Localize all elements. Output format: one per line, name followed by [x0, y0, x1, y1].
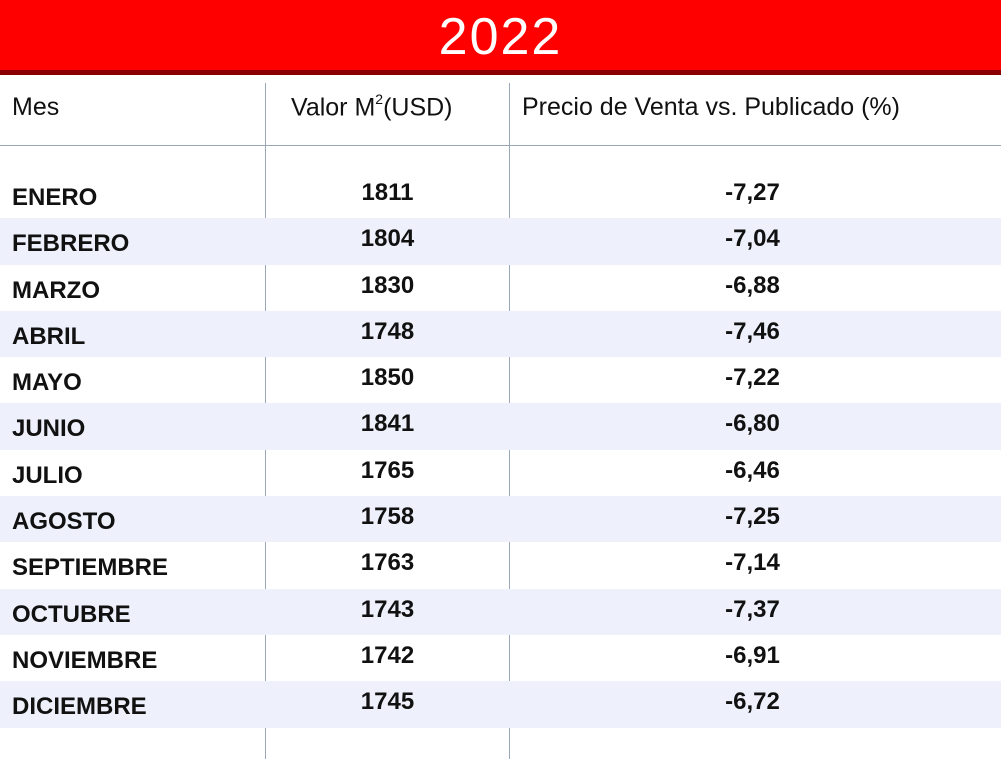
- cell-mes: JULIO: [12, 461, 83, 489]
- table-row: FEBRERO 1804 -7,04: [0, 218, 1001, 265]
- table-row: MAYO 1850 -7,22: [0, 357, 1001, 403]
- cell-valor: 1748: [360, 317, 415, 345]
- cell-precio: -6,72: [725, 688, 780, 716]
- cell-mes: SEPTIEMBRE: [12, 554, 169, 582]
- header-precio: Precio de Venta vs. Publicado (%): [522, 93, 900, 121]
- cell-precio: -6,91: [725, 641, 780, 669]
- cell-mes: NOVIEMBRE: [12, 646, 158, 674]
- cell-precio: -7,25: [725, 503, 780, 531]
- header-valor-suffix: (USD): [383, 93, 453, 122]
- table-row: DICIEMBRE 1745 -6,72: [0, 681, 1001, 728]
- table-row: JUNIO 1841 -6,80: [0, 403, 1001, 450]
- table-body: ENERO 1811 -7,27 FEBRERO 1804 -7,04 MARZ…: [0, 172, 1001, 728]
- cell-valor: 1745: [360, 688, 415, 716]
- table-header: Mes Valor M2(USD) Precio de Venta vs. Pu…: [0, 75, 1001, 146]
- cell-precio: -7,27: [725, 179, 780, 206]
- cell-mes: OCTUBRE: [12, 600, 131, 628]
- cell-mes: AGOSTO: [12, 508, 116, 536]
- cell-valor: 1758: [360, 503, 415, 531]
- cell-valor: 1743: [360, 595, 415, 623]
- header-valor-sup: 2: [375, 91, 384, 107]
- data-table: Mes Valor M2(USD) Precio de Venta vs. Pu…: [0, 75, 1001, 759]
- cell-valor: 1765: [360, 456, 415, 484]
- cell-valor: 1850: [360, 364, 415, 392]
- table-row: SEPTIEMBRE 1763 -7,14: [0, 542, 1001, 588]
- cell-valor: 1841: [360, 410, 415, 438]
- cell-precio: -7,14: [725, 549, 780, 577]
- banner-title: 2022: [438, 8, 563, 66]
- table-row: AGOSTO 1758 -7,25: [0, 496, 1001, 543]
- cell-mes: ENERO: [12, 184, 98, 211]
- cell-mes: ABRIL: [12, 322, 86, 350]
- table-row: NOVIEMBRE 1742 -6,91: [0, 635, 1001, 681]
- cell-mes: MARZO: [12, 276, 100, 304]
- cell-valor: 1804: [360, 225, 415, 253]
- cell-precio: -6,46: [725, 456, 780, 484]
- cell-precio: -7,46: [725, 317, 780, 345]
- table-row: ENERO 1811 -7,27: [0, 172, 1001, 218]
- cell-valor: 1830: [360, 271, 415, 299]
- cell-valor: 1742: [360, 641, 415, 669]
- header-valor-prefix: Valor M: [291, 93, 376, 122]
- cell-precio: -7,22: [725, 364, 780, 392]
- cell-valor: 1763: [360, 549, 415, 577]
- cell-precio: -7,37: [725, 595, 780, 623]
- header-valor: Valor M2(USD): [291, 91, 453, 122]
- cell-valor: 1811: [361, 179, 414, 206]
- table-row: OCTUBRE 1743 -7,37: [0, 588, 1001, 635]
- table-row: JULIO 1765 -6,46: [0, 450, 1001, 496]
- table-row: MARZO 1830 -6,88: [0, 265, 1001, 311]
- cell-precio: -6,88: [725, 271, 780, 299]
- title-banner: 2022: [0, 0, 1001, 75]
- cell-mes: DICIEMBRE: [12, 693, 147, 721]
- cell-precio: -7,04: [725, 225, 780, 253]
- cell-mes: FEBRERO: [12, 230, 130, 258]
- cell-mes: JUNIO: [12, 415, 86, 443]
- cell-mes: MAYO: [12, 369, 82, 397]
- table-row: ABRIL 1748 -7,46: [0, 310, 1001, 358]
- header-mes: Mes: [12, 93, 60, 121]
- cell-precio: -6,80: [725, 410, 780, 438]
